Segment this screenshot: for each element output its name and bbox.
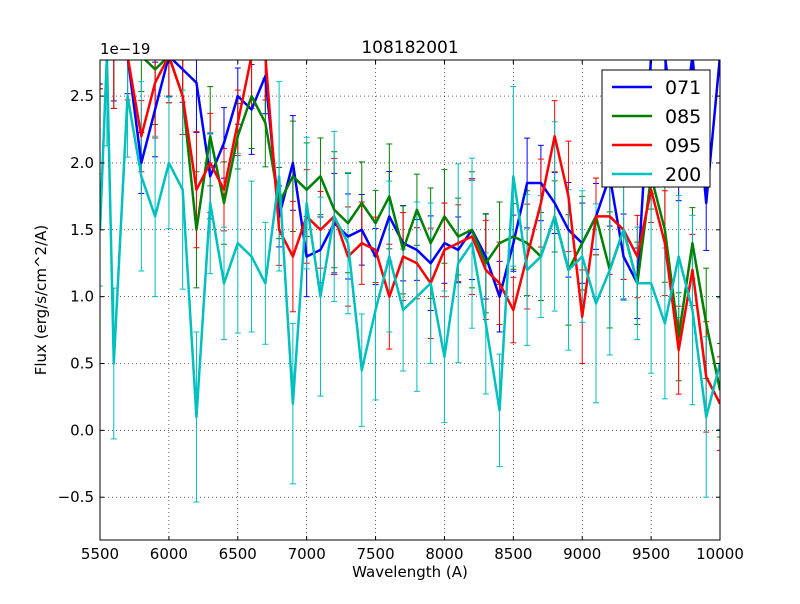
y-tick-label: 0.0 [70,421,94,439]
series-line-200 [100,60,720,419]
legend-label-071: 071 [665,77,701,99]
chart-title: 108182001 [361,38,458,58]
series-lines [100,60,720,419]
x-axis-label: Wavelength (A) [352,563,468,581]
x-tick-label: 5500 [81,545,119,563]
x-tick-label: 7000 [288,545,326,563]
y-offset-label: 1e−19 [100,40,150,58]
x-tick-label: 9000 [563,545,601,563]
y-tick-label: 0.5 [70,355,94,373]
x-tick-label: 10000 [696,545,744,563]
ticks: 5500 6000 6500 7000 7500 8000 8500 9000 9500 1000… [58,60,744,563]
y-tick-label: −0.5 [58,488,94,506]
x-tick-label: 8000 [425,545,463,563]
legend-label-200: 200 [665,164,701,186]
x-tick-label: 7500 [356,545,394,563]
y-tick-label: 1.0 [70,288,94,306]
x-tick-label: 9500 [632,545,670,563]
x-tick-label: 6500 [219,545,257,563]
y-tick-label: 2.5 [70,87,94,105]
x-tick-label: 6000 [150,545,188,563]
x-tick-label: 8500 [494,545,532,563]
y-axis-label: Flux (erg/s/cm^2/A) [32,225,50,376]
legend-label-085: 085 [665,106,701,128]
legend-label-095: 095 [665,135,701,157]
plot-frame [99,59,721,541]
legend-box [601,69,711,188]
series-line-071 [126,60,720,298]
legend: 071 085 095 200 [601,69,711,188]
y-tick-label: 1.5 [70,221,94,239]
series-line-095 [126,60,720,405]
y-tick-label: 2.0 [70,154,94,172]
